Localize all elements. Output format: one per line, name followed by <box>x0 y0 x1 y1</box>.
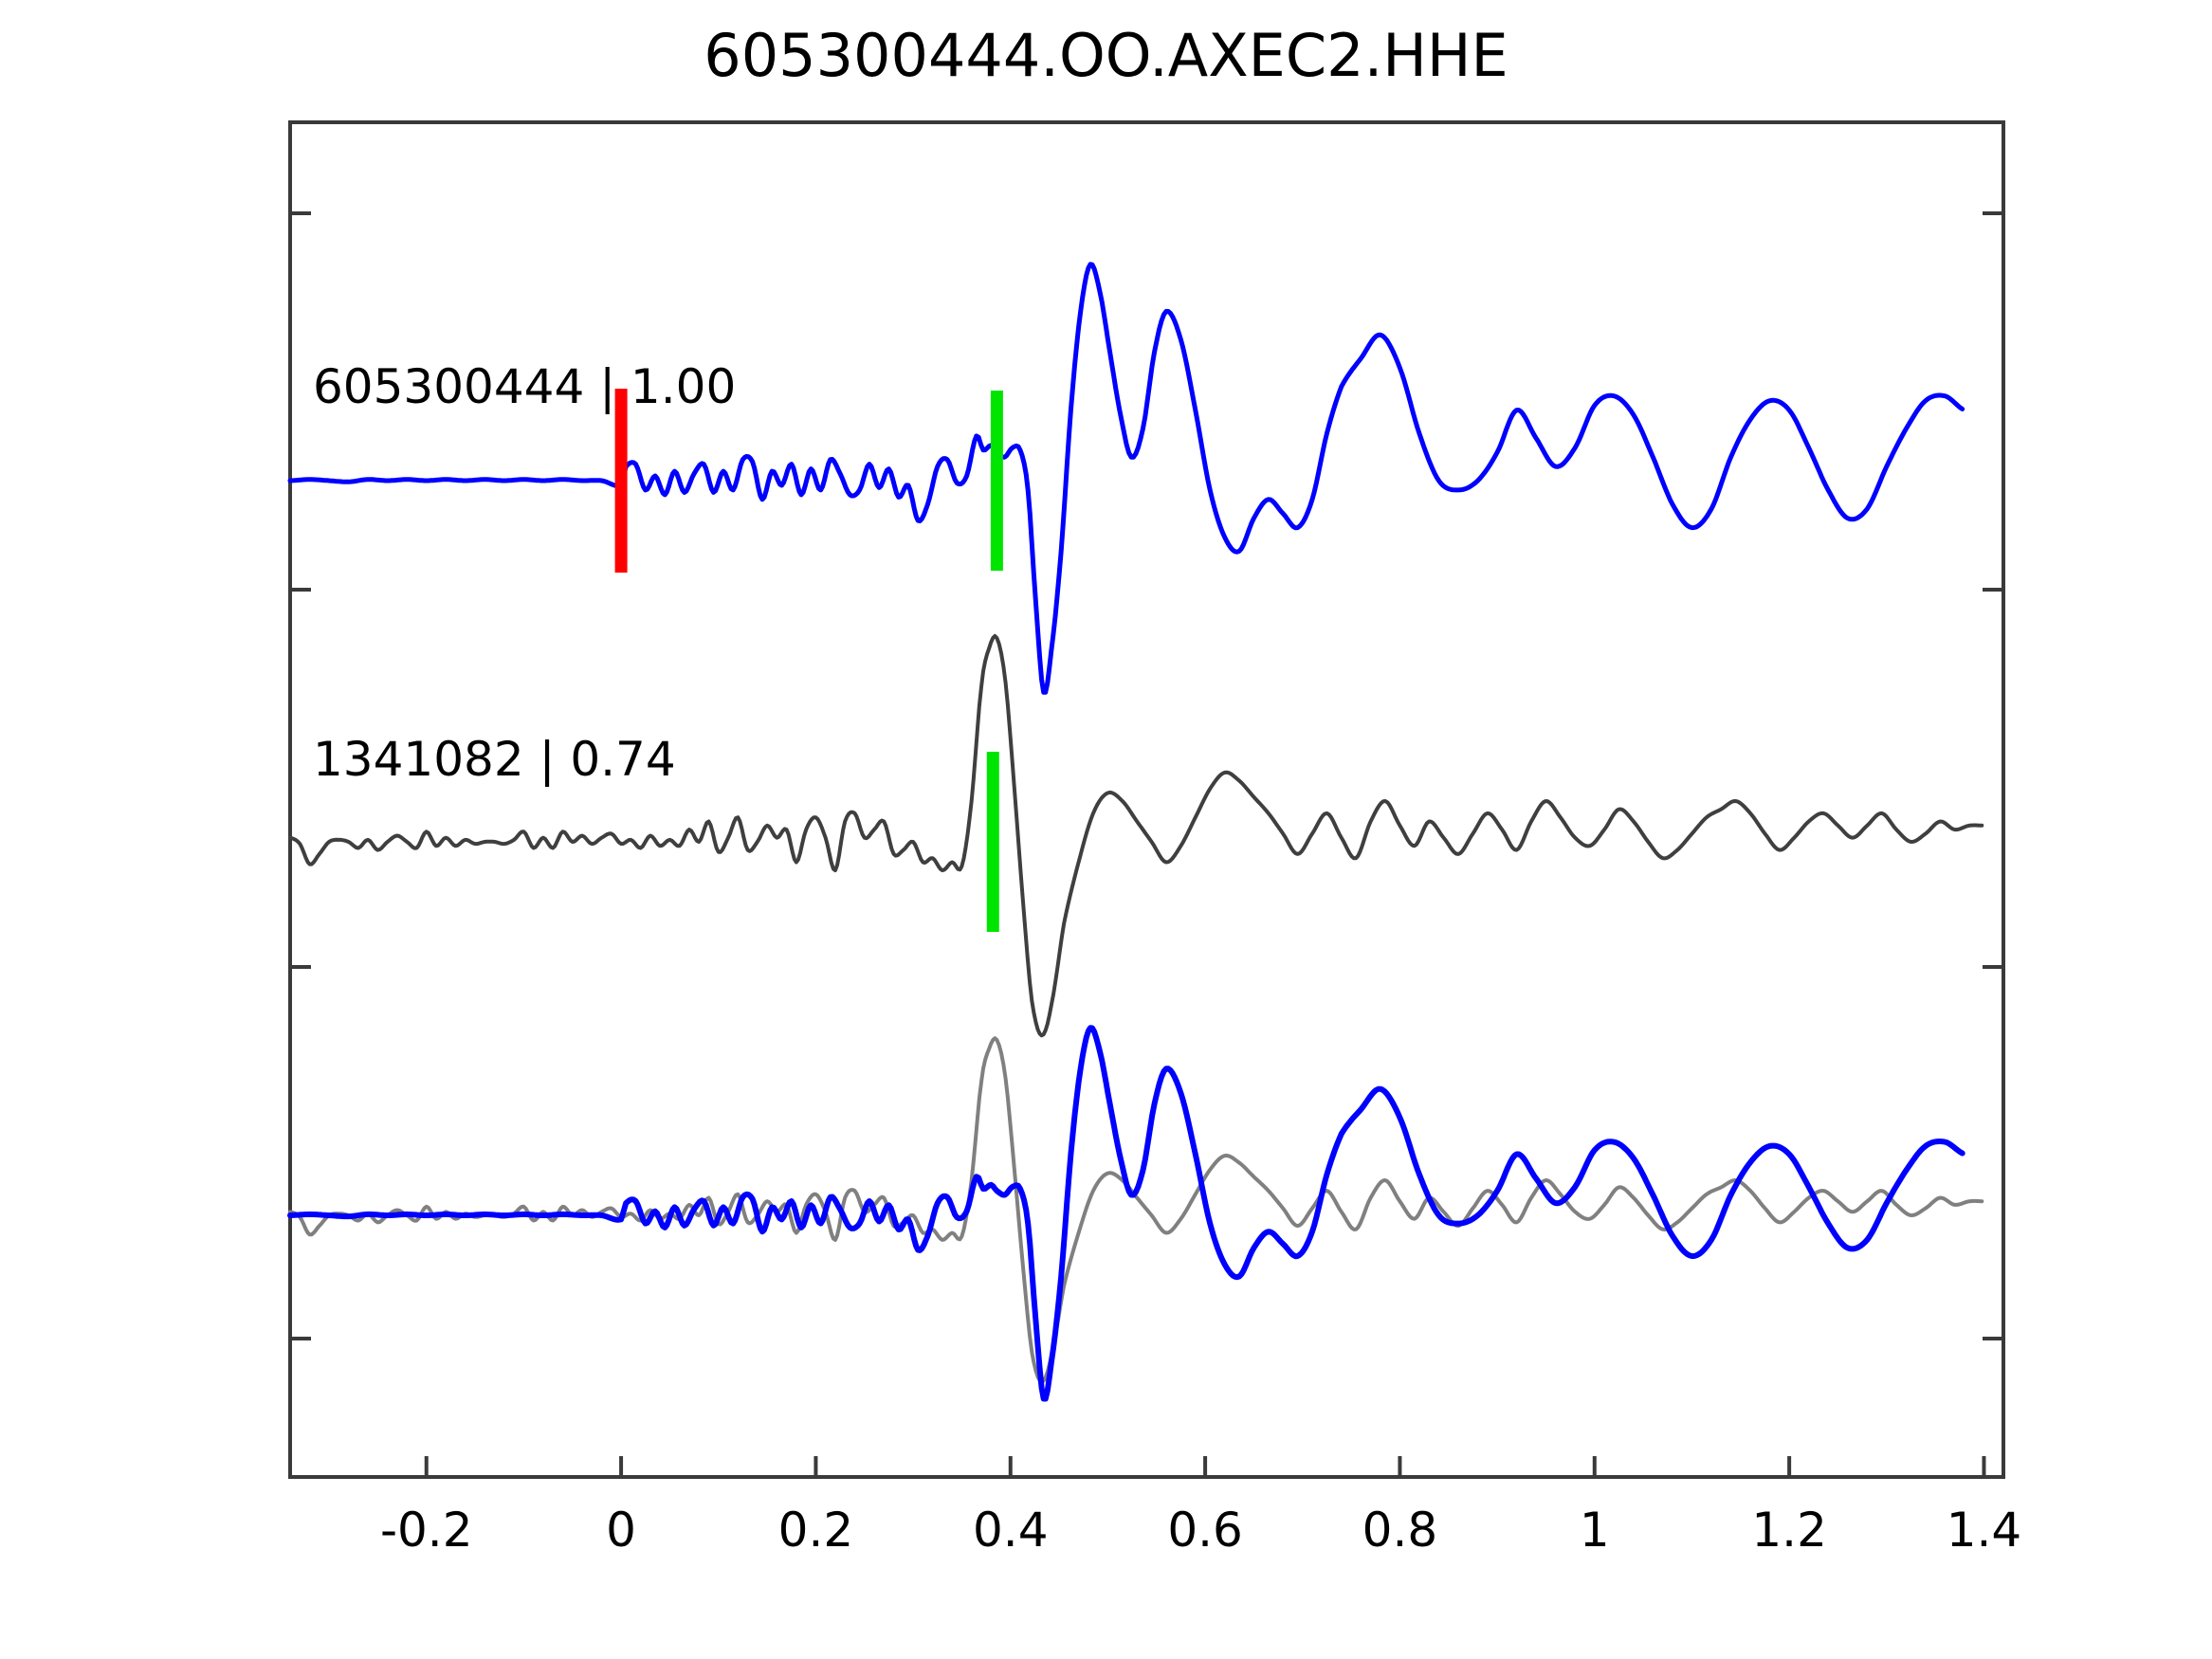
plot-frame <box>288 120 2005 1479</box>
detection-overlay-line <box>288 1036 1984 1384</box>
x-tick-label: 1 <box>1580 1503 1610 1558</box>
page-title: 605300444.OO.AXEC2.HHE <box>704 21 1508 90</box>
x-axis-ticks <box>424 1456 1986 1477</box>
x-tick-label: 0.6 <box>1167 1503 1243 1558</box>
x-tick-label: 0 <box>606 1503 636 1558</box>
x-axis-tick-labels: -0.2 0 0.2 0.4 0.6 0.8 1 1.2 1.4 <box>380 1503 2021 1558</box>
x-tick-label: -0.2 <box>380 1503 473 1558</box>
x-tick-label: 1.2 <box>1751 1503 1827 1558</box>
pick-marker <box>614 389 628 573</box>
x-tick-label: 0.2 <box>778 1503 854 1558</box>
align-marker-template <box>990 391 1003 571</box>
detection-trace-line <box>288 633 1984 1038</box>
y-axis-ticks <box>290 211 2003 1340</box>
x-tick-label: 1.4 <box>1947 1503 2022 1558</box>
align-marker-detection <box>986 752 999 932</box>
detection-trace-label: 1341082 | 0.74 <box>313 732 676 787</box>
template-trace-line <box>287 262 1965 695</box>
template-trace-label: 605300444 | 1.00 <box>313 359 736 414</box>
x-tick-label: 0.4 <box>973 1503 1049 1558</box>
x-tick-label: 0.8 <box>1362 1503 1438 1558</box>
template-overlay-line <box>287 1025 1965 1402</box>
